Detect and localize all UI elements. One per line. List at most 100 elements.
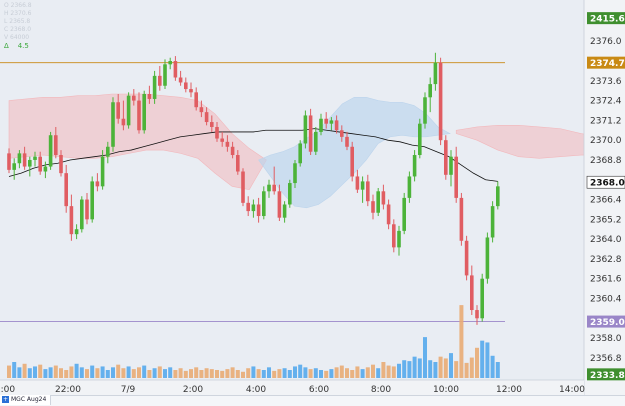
candle-body <box>371 201 375 213</box>
y-tick-label: 2360.4 <box>590 294 622 304</box>
volume-bar <box>391 366 396 378</box>
volume-bar <box>189 369 193 378</box>
y-tick-label: 2361.6 <box>590 275 622 285</box>
candle-body <box>308 115 313 152</box>
candle-body <box>111 102 115 147</box>
candle-body <box>163 64 167 86</box>
plus-icon: + <box>2 396 9 403</box>
candle-body <box>418 123 422 156</box>
candle-body <box>204 112 209 123</box>
candle-body <box>121 118 126 126</box>
volume-bar <box>293 366 297 378</box>
volume-bar <box>449 353 453 378</box>
x-tick-label: 12:00 <box>496 385 522 395</box>
candle-body <box>59 155 63 174</box>
candle-body <box>329 120 334 124</box>
candle-body <box>85 199 89 220</box>
candle-body <box>444 140 448 175</box>
candle-body <box>428 84 432 98</box>
candle-body <box>402 197 406 231</box>
volume-bar <box>209 369 214 378</box>
volume-bar <box>183 370 188 378</box>
candle-body <box>470 275 474 311</box>
candle-body <box>392 224 396 248</box>
delta-row: Δ 4.5 <box>4 42 32 50</box>
candle-body <box>33 156 37 160</box>
price-badge <box>587 12 625 25</box>
volume-bar <box>199 370 204 378</box>
volume-bar <box>417 358 422 378</box>
volume-bar <box>277 369 282 378</box>
price-badge <box>587 56 625 69</box>
volume-bar <box>287 370 292 378</box>
volume-bar <box>90 365 95 378</box>
volume-bar <box>131 369 136 378</box>
volume-bar <box>303 367 308 378</box>
volume-bar <box>157 366 162 378</box>
volume-bar <box>147 370 152 378</box>
candle-body <box>54 135 58 156</box>
candle-body <box>490 206 495 238</box>
volume-bar <box>59 368 63 378</box>
price-badge <box>586 175 625 189</box>
volume-bar <box>43 369 48 378</box>
candle-body <box>137 100 141 131</box>
x-tick-label: 0:00 <box>0 385 15 395</box>
volume-bar <box>105 370 110 378</box>
volume-bar <box>490 355 495 378</box>
symbol-tab[interactable]: + MGC Aug24 <box>0 395 52 405</box>
volume-bar <box>173 370 178 378</box>
volume-bar <box>443 358 448 378</box>
x-tick-label: 22:00 <box>55 385 81 395</box>
volume-bar <box>267 367 271 378</box>
volume-bar <box>350 370 355 378</box>
volume-bar <box>38 364 43 378</box>
candle-body <box>293 163 297 184</box>
candle-body <box>126 95 131 126</box>
candle-body <box>152 75 157 99</box>
volume-bar <box>178 368 183 378</box>
volume-bar <box>17 367 22 378</box>
candle-body <box>282 204 287 218</box>
candle-body <box>496 186 500 207</box>
candle-body <box>449 156 453 175</box>
candle-body <box>236 155 240 172</box>
candle-body <box>340 130 344 137</box>
candle-body <box>334 120 339 131</box>
candle-body <box>412 155 417 177</box>
volume-bar <box>256 369 261 378</box>
volume-bar <box>53 365 58 378</box>
ohlc-close: C 2368.0 <box>4 26 32 33</box>
volume-bar <box>355 366 360 378</box>
candle-body <box>168 61 172 65</box>
volume-bar <box>33 366 37 378</box>
candle-body <box>116 102 120 119</box>
ohlc-volume: V 64000 <box>4 34 30 41</box>
volume-bar <box>402 360 407 378</box>
candle-body <box>407 176 412 198</box>
y-tick-label: 2371.2 <box>590 116 622 126</box>
candle-body <box>74 229 79 235</box>
volume-bar <box>313 368 318 378</box>
ohlc-high: H 2370.6 <box>4 10 32 17</box>
candle-body <box>464 240 469 276</box>
volume-bar <box>194 367 199 378</box>
volume-bar <box>74 363 79 378</box>
candle-body <box>194 92 198 108</box>
volume-bar <box>246 368 251 378</box>
candle-body <box>22 153 27 167</box>
volume-bar <box>334 367 339 378</box>
volume-bar <box>324 370 329 378</box>
volume-bar <box>225 369 230 378</box>
candle-body <box>475 310 479 319</box>
y-tick-label: 2373.6 <box>590 77 622 87</box>
volume-bar <box>137 367 141 378</box>
volume-bar <box>485 342 490 378</box>
candle-body <box>267 184 271 192</box>
candle-body <box>147 94 152 99</box>
price-chart-svg[interactable]: 2376.02373.62372.42371.22370.02368.82367… <box>0 0 625 395</box>
candle-body <box>272 184 276 192</box>
x-tick-label: 14:00 <box>559 385 585 395</box>
volume-bar <box>12 362 17 378</box>
